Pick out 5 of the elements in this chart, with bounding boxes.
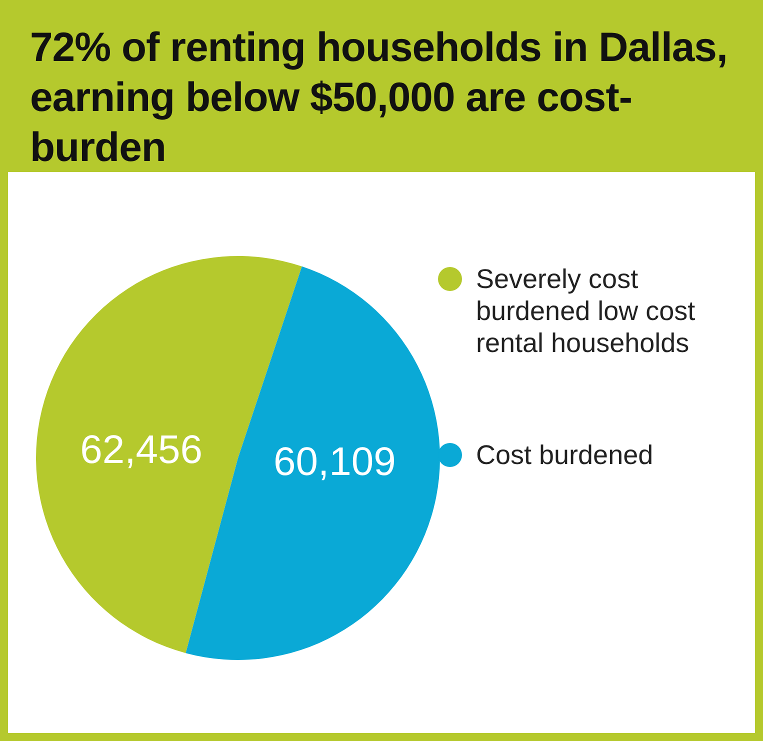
data-label: 62,456 [80,428,202,472]
data-label: 60,109 [274,440,396,484]
legend-label: Cost burdened [476,439,654,471]
legend-label: Severely cost burdened low cost rental households [476,263,696,359]
chart-title: 72% of renting households in Dallas, earning below $50,000 are cost-burden [8,8,755,172]
